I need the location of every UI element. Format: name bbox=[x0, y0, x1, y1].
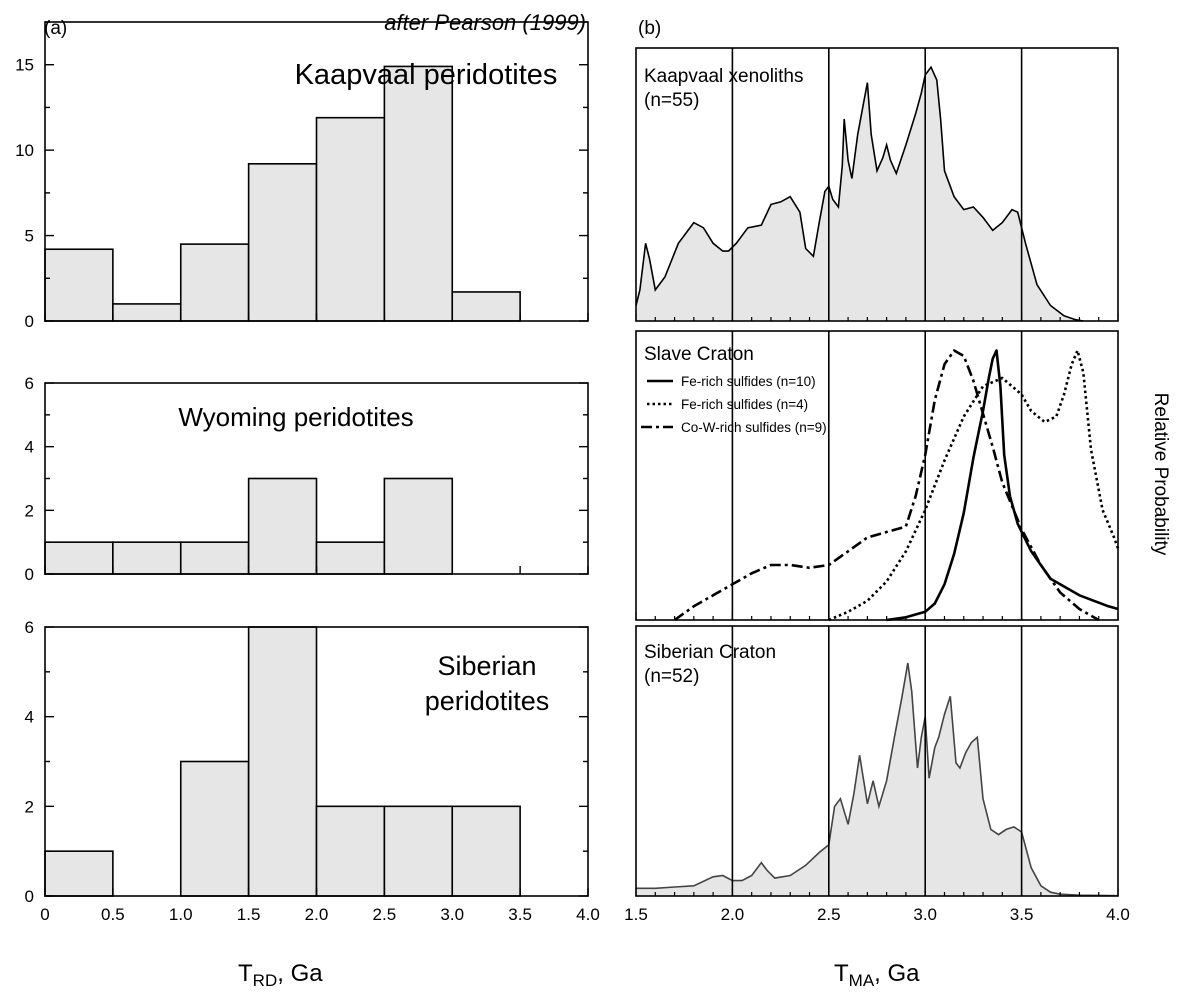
y-tick-label: 6 bbox=[25, 374, 34, 393]
y-tick-label: 4 bbox=[25, 438, 34, 457]
kaapvaal-pdf-title-line1: Kaapvaal xenoliths bbox=[644, 66, 804, 87]
x-tick-label: 3.5 bbox=[1010, 905, 1034, 924]
x-tick-label: 0.5 bbox=[101, 905, 125, 924]
y-tick-label: 5 bbox=[25, 227, 34, 246]
siberian-histogram: 0 2 4 6 0 0.5 1.0 1.5 2.0 2.5 3.0 3.5 4.0 bbox=[25, 618, 600, 924]
histogram-bar bbox=[315, 541, 386, 575]
histogram-bar bbox=[44, 541, 114, 575]
kaapvaal-pdf-title-line2: (n=55) bbox=[644, 90, 699, 111]
plot-frame bbox=[635, 47, 1119, 322]
y-tick-label: 10 bbox=[15, 141, 34, 160]
wyoming-histogram: 0 2 4 6 bbox=[25, 374, 589, 584]
histogram-bar bbox=[247, 626, 318, 897]
x-tick-label: 1.5 bbox=[237, 905, 261, 924]
siberian-pdf-title-line1: Siberian Craton bbox=[644, 642, 776, 663]
y-tick-label: 2 bbox=[25, 797, 34, 816]
histogram-bar bbox=[112, 303, 182, 322]
probability-area bbox=[636, 663, 1118, 896]
histogram-bar bbox=[451, 805, 521, 897]
x-tick-label: 4.0 bbox=[576, 905, 600, 924]
y-tick-label: 0 bbox=[25, 887, 34, 906]
series-line-dashdot bbox=[673, 349, 1100, 622]
slave-pdf-panel bbox=[635, 330, 1120, 622]
histogram-bar bbox=[315, 805, 386, 897]
y-tick-label: 0 bbox=[25, 565, 34, 584]
y-tick-label: 0 bbox=[25, 312, 34, 331]
histogram-bar bbox=[44, 248, 114, 322]
panel-b-label: (b) bbox=[638, 18, 661, 39]
y-tick-label: 4 bbox=[25, 708, 34, 727]
histogram-bar bbox=[44, 850, 114, 897]
siberian-pdf-title-line2: (n=52) bbox=[644, 666, 699, 687]
histogram-bar bbox=[179, 541, 250, 575]
histogram-bar bbox=[179, 243, 250, 322]
histogram-bar bbox=[451, 291, 521, 322]
series-line-solid bbox=[886, 349, 1119, 622]
x-tick-label: 0 bbox=[40, 905, 49, 924]
series-line-dotted bbox=[828, 349, 1120, 622]
siberian-hist-title-line2: peridotites bbox=[425, 686, 550, 716]
histogram-bar bbox=[383, 805, 454, 897]
slave-legend: Fe-rich sulfides (n=10) Fe-rich sulfides… bbox=[641, 374, 827, 435]
histogram-bar bbox=[112, 541, 182, 575]
histogram-bar bbox=[383, 477, 454, 575]
histogram-bar bbox=[315, 116, 386, 322]
x-tick-label: 2.5 bbox=[373, 905, 397, 924]
kaapvaal-histogram: 0 5 10 15 bbox=[15, 21, 589, 331]
x-tick-label: 2.0 bbox=[305, 905, 329, 924]
kaapvaal-hist-title: Kaapvaal peridotites bbox=[295, 59, 558, 91]
x-tick-label: 1.0 bbox=[169, 905, 193, 924]
x-tick-label: 3.0 bbox=[913, 905, 937, 924]
slave-pdf-title: Slave Craton bbox=[644, 344, 754, 365]
probability-curve bbox=[635, 65, 1084, 322]
plot-frame bbox=[635, 625, 1119, 897]
siberian-pdf-panel: 1.5 2.0 2.5 3.0 3.5 4.0 bbox=[624, 625, 1130, 924]
x-tick-label: 3.5 bbox=[508, 905, 532, 924]
legend-label-dashdot: Co-W-rich sulfides (n=9) bbox=[681, 420, 827, 435]
probability-curve bbox=[636, 662, 1119, 897]
siberian-hist-title-line1: Siberian bbox=[437, 651, 536, 681]
x-tick-label: 2.5 bbox=[817, 905, 841, 924]
x-tick-label: 2.0 bbox=[721, 905, 745, 924]
x-tick-label: 1.5 bbox=[624, 905, 648, 924]
y-tick-label: 2 bbox=[25, 501, 34, 520]
x-tick-label: 4.0 bbox=[1106, 905, 1130, 924]
y-tick-label: 6 bbox=[25, 618, 34, 637]
histogram-bar bbox=[383, 65, 454, 322]
legend-label-solid: Fe-rich sulfides (n=10) bbox=[681, 374, 816, 389]
wyoming-hist-title: Wyoming peridotites bbox=[178, 402, 413, 432]
y-tick-label: 15 bbox=[15, 56, 34, 75]
probability-area bbox=[636, 67, 1084, 321]
right-x-axis-label: TMA, Ga bbox=[834, 960, 920, 990]
panel-a-label: (a) bbox=[44, 18, 67, 39]
histogram-bar bbox=[247, 477, 318, 575]
histogram-bar bbox=[247, 163, 318, 322]
histogram-bar bbox=[179, 760, 250, 897]
left-x-axis-label: TRD, Ga bbox=[238, 960, 323, 990]
x-tick-label: 3.0 bbox=[440, 905, 464, 924]
legend-label-dotted: Fe-rich sulfides (n=4) bbox=[681, 397, 808, 412]
right-y-axis-label: Relative Probability bbox=[1150, 393, 1171, 556]
plot-frame bbox=[635, 330, 1119, 621]
kaapvaal-pdf-panel bbox=[635, 47, 1119, 322]
